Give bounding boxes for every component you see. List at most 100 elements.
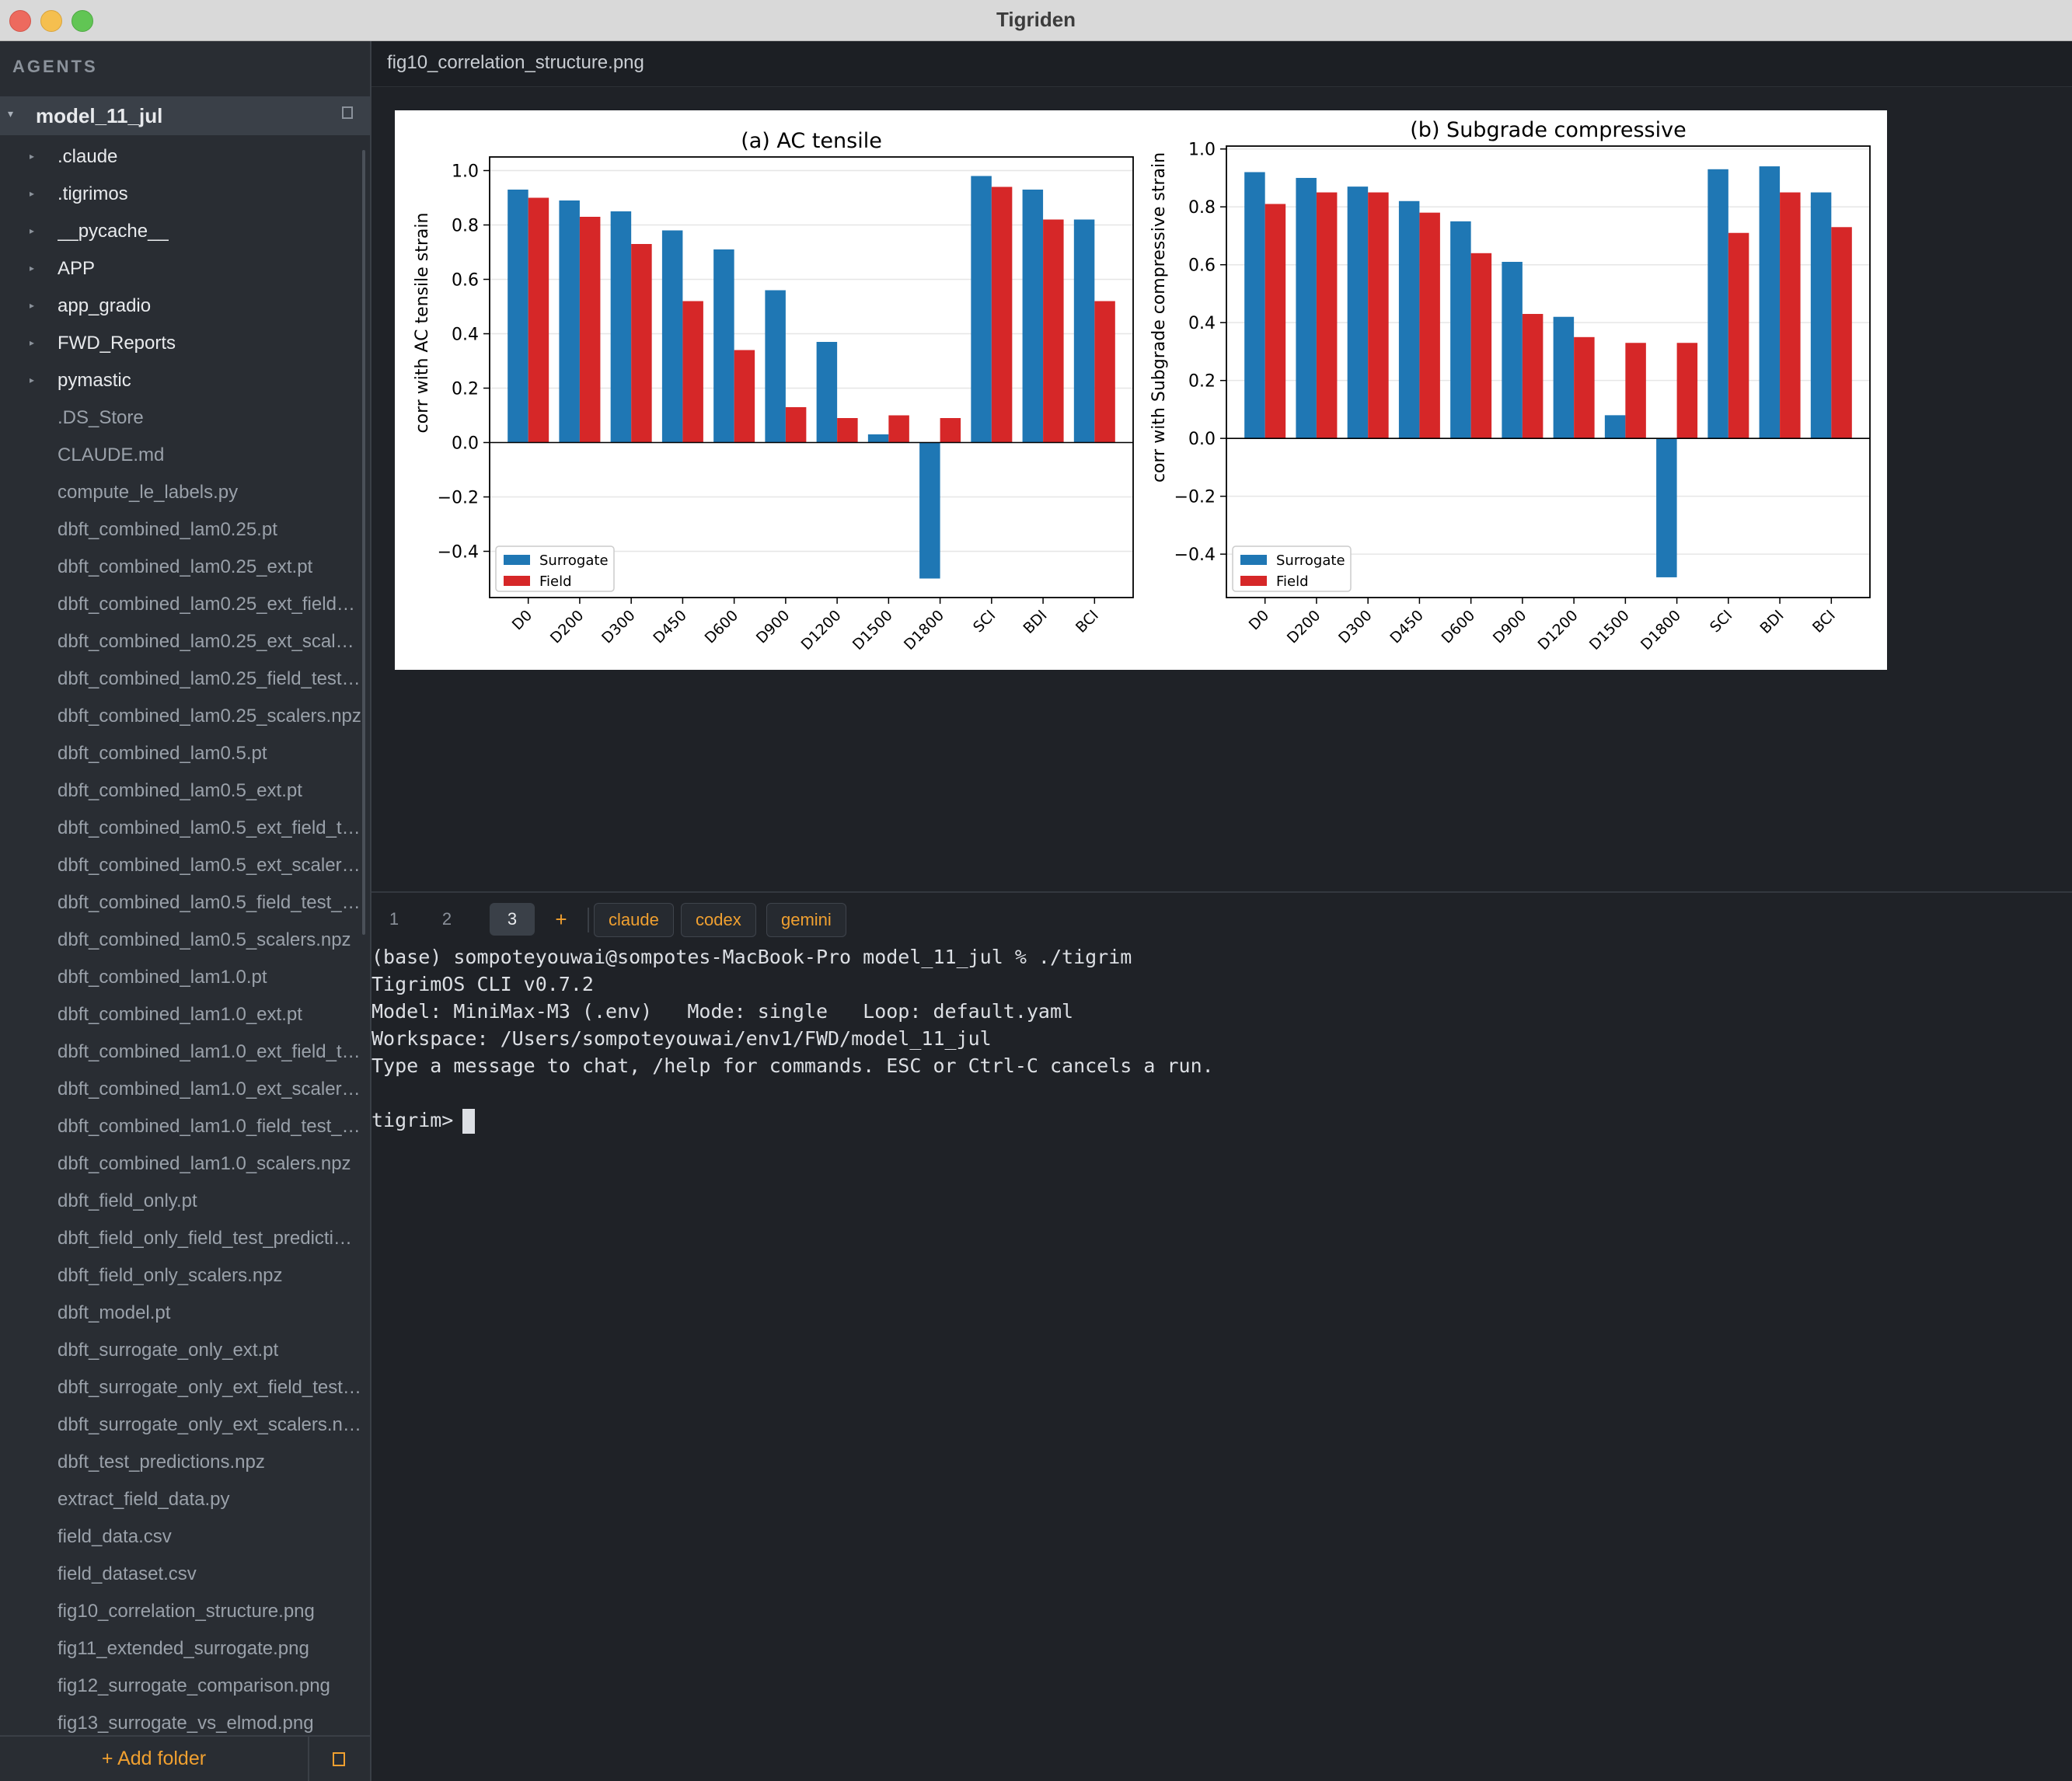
field-bar bbox=[1368, 192, 1389, 439]
close-window-button[interactable] bbox=[9, 10, 31, 32]
terminal-line: Workspace: /Users/sompoteyouwai/env1/FWD… bbox=[371, 1027, 992, 1050]
new-tab-button[interactable]: + bbox=[555, 908, 567, 931]
minimize-window-button[interactable] bbox=[40, 10, 62, 32]
file-item[interactable]: dbft_combined_lam1.0_scalers.npz bbox=[0, 1146, 362, 1183]
folder-item[interactable]: ▸ .claude bbox=[0, 139, 362, 176]
tab-2[interactable]: 2 bbox=[441, 909, 452, 929]
file-item[interactable]: dbft_field_only_field_test_predictions.n… bbox=[0, 1221, 362, 1258]
file-item[interactable]: dbft_model.pt bbox=[0, 1295, 362, 1333]
maximize-window-button[interactable] bbox=[72, 10, 93, 32]
file-item[interactable]: extract_field_data.py bbox=[0, 1482, 362, 1519]
file-item[interactable]: dbft_field_only.pt bbox=[0, 1183, 362, 1221]
file-item[interactable]: dbft_combined_lam0.25_ext_scalers.npz bbox=[0, 624, 362, 661]
file-item[interactable]: dbft_combined_lam1.0_ext_field_test_pred… bbox=[0, 1034, 362, 1072]
file-item[interactable]: field_data.csv bbox=[0, 1519, 362, 1556]
terminal-divider[interactable] bbox=[371, 891, 2072, 893]
chevron-right-icon[interactable]: ▸ bbox=[30, 337, 35, 348]
chart-title: (b) Subgrade compressive bbox=[1410, 118, 1686, 142]
file-item[interactable]: dbft_combined_lam0.25_ext_field_test_pre… bbox=[0, 587, 362, 624]
chevron-right-icon[interactable]: ▸ bbox=[30, 263, 35, 274]
folder-item[interactable]: ▸ FWD_Reports bbox=[0, 326, 362, 363]
file-item[interactable]: dbft_combined_lam0.5_field_test_predicti… bbox=[0, 885, 362, 922]
sidebar-heading: AGENTS bbox=[12, 57, 98, 76]
chevron-right-icon[interactable]: ▸ bbox=[30, 151, 35, 162]
folder-item[interactable]: ▸ __pycache__ bbox=[0, 214, 362, 251]
terminal-output[interactable]: (base) sompoteyouwai@sompotes-MacBook-Pr… bbox=[371, 943, 2072, 1781]
file-item[interactable]: dbft_combined_lam0.5_ext_field_test_pred… bbox=[0, 810, 362, 848]
x-tick-label: D200 bbox=[1284, 607, 1324, 647]
folder-item[interactable]: ▸ APP bbox=[0, 251, 362, 288]
surrogate-bar bbox=[610, 211, 632, 443]
chevron-right-icon[interactable]: ▸ bbox=[30, 225, 35, 236]
file-item[interactable]: dbft_combined_lam1.0.pt bbox=[0, 960, 362, 997]
file-item[interactable]: CLAUDE.md bbox=[0, 437, 362, 475]
tab-1[interactable]: 1 bbox=[389, 909, 399, 929]
legend-swatch bbox=[1240, 555, 1267, 565]
tree-item-label: dbft_surrogate_only_ext.pt bbox=[58, 1340, 279, 1361]
y-tick-label: −0.4 bbox=[438, 543, 479, 563]
y-tick-label: 0.8 bbox=[1188, 198, 1216, 218]
x-tick-label: D0 bbox=[509, 607, 535, 633]
folder-item[interactable]: ▸ app_gradio bbox=[0, 288, 362, 326]
chevron-right-icon[interactable]: ▸ bbox=[30, 300, 35, 311]
prompt-line[interactable]: tigrim> bbox=[371, 1107, 476, 1134]
chevron-right-icon[interactable]: ▸ bbox=[30, 375, 35, 385]
agent-codex-button[interactable]: codex bbox=[681, 903, 756, 937]
file-item[interactable]: dbft_combined_lam0.5_scalers.npz bbox=[0, 922, 362, 960]
file-item[interactable]: fig12_surrogate_comparison.png bbox=[0, 1668, 362, 1706]
tree-item-label: dbft_combined_lam0.5_ext_field_test_pred… bbox=[58, 817, 362, 838]
title-bar: Tigriden bbox=[0, 0, 2072, 41]
tab-3[interactable]: 3 bbox=[490, 903, 535, 936]
agent-claude-button[interactable]: claude bbox=[594, 903, 674, 937]
chevron-down-icon[interactable]: ▾ bbox=[8, 107, 14, 120]
surrogate-bar bbox=[1022, 190, 1044, 443]
file-item[interactable]: dbft_combined_lam0.25_scalers.npz bbox=[0, 699, 362, 736]
footer-divider bbox=[308, 1737, 309, 1781]
sidebar-scrollbar[interactable] bbox=[362, 150, 365, 935]
panel-toggle-icon[interactable] bbox=[333, 1752, 345, 1766]
y-tick-label: 0.0 bbox=[1188, 430, 1216, 449]
terminal-line: Model: MiniMax-M3 (.env) Mode: single Lo… bbox=[371, 1000, 1074, 1023]
tree-item-label: dbft_combined_lam0.25_ext_field_test_pre… bbox=[58, 594, 362, 615]
folder-item[interactable]: ▸ .tigrimos bbox=[0, 176, 362, 214]
agent-gemini-button[interactable]: gemini bbox=[766, 903, 846, 937]
file-item[interactable]: dbft_surrogate_only_ext_field_test_predi… bbox=[0, 1370, 362, 1407]
tree-item-label: extract_field_data.py bbox=[58, 1489, 230, 1510]
file-item[interactable]: fig10_correlation_structure.png bbox=[0, 1594, 362, 1631]
file-item[interactable]: dbft_test_predictions.npz bbox=[0, 1445, 362, 1482]
chevron-right-icon[interactable]: ▸ bbox=[30, 188, 35, 199]
file-item[interactable]: dbft_combined_lam0.25_ext.pt bbox=[0, 549, 362, 587]
file-item[interactable]: dbft_combined_lam1.0_ext_scalers.npz bbox=[0, 1072, 362, 1109]
add-folder-button[interactable]: + Add folder bbox=[101, 1748, 207, 1769]
legend-label: Field bbox=[539, 573, 572, 590]
terminal-line: TigrimOS CLI v0.7.2 bbox=[371, 973, 594, 995]
legend-swatch bbox=[1240, 576, 1267, 586]
file-item[interactable]: dbft_combined_lam0.5.pt bbox=[0, 736, 362, 773]
file-item[interactable]: dbft_combined_lam1.0_ext.pt bbox=[0, 997, 362, 1034]
tree-item-label: dbft_model.pt bbox=[58, 1302, 171, 1323]
file-item[interactable]: compute_le_labels.py bbox=[0, 475, 362, 512]
file-item[interactable]: dbft_combined_lam0.5_ext_scalers.npz bbox=[0, 848, 362, 885]
file-item[interactable]: dbft_combined_lam0.25.pt bbox=[0, 512, 362, 549]
collapse-icon[interactable] bbox=[342, 106, 353, 119]
file-item[interactable]: fig11_extended_surrogate.png bbox=[0, 1631, 362, 1668]
x-tick-label: D900 bbox=[753, 607, 794, 647]
file-item[interactable]: dbft_surrogate_only_ext.pt bbox=[0, 1333, 362, 1370]
figure-image: 1.0 0.8 0.6 0.4 0.2 0.0 −0.2 −0.4 D0 D200 D300 D450… bbox=[395, 110, 1887, 670]
sidebar: AGENTS ▾ model_11_jul ▸ .claude ▸ .tigrimos… bbox=[0, 41, 371, 1781]
y-tick-label: 0.4 bbox=[1188, 314, 1216, 333]
file-item[interactable]: dbft_field_only_scalers.npz bbox=[0, 1258, 362, 1295]
root-folder-row[interactable]: ▾ model_11_jul bbox=[0, 96, 370, 135]
field-bar bbox=[1831, 227, 1852, 439]
surrogate-bar bbox=[1759, 166, 1781, 439]
file-item[interactable]: dbft_combined_lam0.25_field_test_predict… bbox=[0, 661, 362, 699]
file-item[interactable]: field_dataset.csv bbox=[0, 1556, 362, 1594]
folder-item[interactable]: ▸ pymastic bbox=[0, 363, 362, 400]
file-item[interactable]: dbft_surrogate_only_ext_scalers.npz bbox=[0, 1407, 362, 1445]
tree-item-label: dbft_combined_lam0.5_ext.pt bbox=[58, 780, 302, 801]
file-tree: ▸ .claude ▸ .tigrimos ▸ __pycache__ ▸ APP ▸ app_g… bbox=[0, 139, 362, 1743]
file-item[interactable]: dbft_combined_lam0.5_ext.pt bbox=[0, 773, 362, 810]
file-item[interactable]: .DS_Store bbox=[0, 400, 362, 437]
file-item[interactable]: dbft_combined_lam1.0_field_test_predicti… bbox=[0, 1109, 362, 1146]
terminal-tabs: 1 2 3 + claude codex gemini bbox=[371, 901, 2072, 939]
